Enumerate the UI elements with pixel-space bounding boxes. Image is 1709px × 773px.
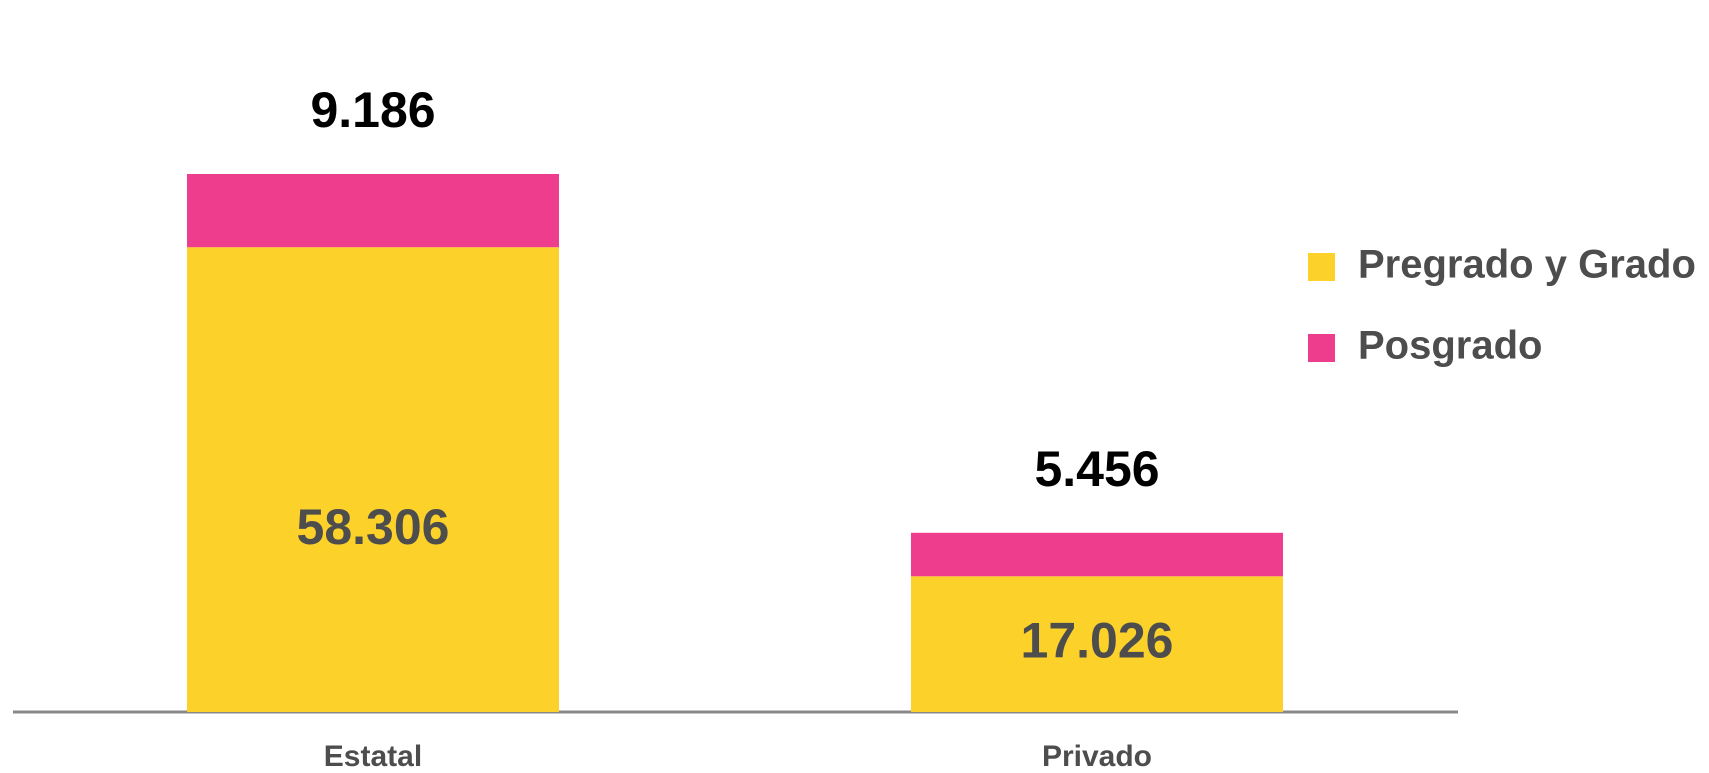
bar-segment	[187, 174, 559, 248]
value-label: 58.306	[297, 499, 450, 555]
bar-segment	[187, 247, 559, 713]
legend-label: Pregrado y Grado	[1358, 243, 1696, 287]
value-label: 17.026	[1021, 612, 1174, 668]
x-tick-label: Privado	[1042, 740, 1152, 773]
bar-segment	[911, 576, 1283, 712]
legend-label: Posgrado	[1358, 324, 1542, 368]
total-label: 9.186	[310, 82, 435, 138]
legend-swatch	[1308, 334, 1335, 362]
legend-swatch	[1308, 253, 1335, 281]
x-tick-label: Estatal	[324, 740, 422, 773]
bar-segment	[911, 532, 1283, 577]
total-label: 5.456	[1034, 441, 1159, 497]
